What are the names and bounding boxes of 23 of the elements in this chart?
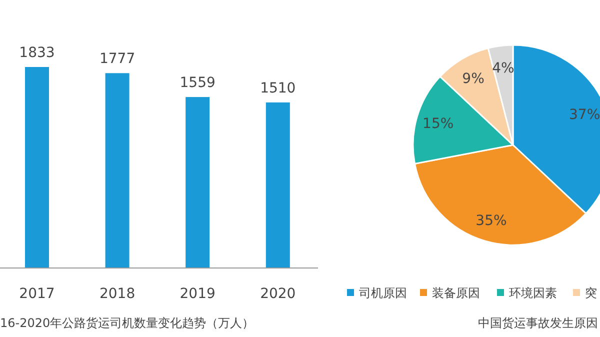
data-label: 4% <box>492 60 514 77</box>
data-label: 35% <box>476 212 507 229</box>
bar <box>25 67 49 268</box>
text: 16-2020年公路货运司机数量变化趋势（万人） <box>0 316 254 330</box>
data-label: 1510 <box>260 80 296 96</box>
data-label: 1559 <box>180 75 216 92</box>
x-tick-label: 2020 <box>260 286 296 302</box>
bar <box>266 102 290 268</box>
x-tick-label: 2019 <box>180 286 216 302</box>
bar <box>186 97 210 268</box>
legend-label: 司机原因 <box>359 286 407 300</box>
text: 中国货运事故发生原因 <box>478 316 598 330</box>
x-tick-label: 2018 <box>99 286 136 302</box>
x-tick-label: 2017 <box>19 286 55 302</box>
bar <box>105 73 130 268</box>
legend-label: 环境因素 <box>509 286 557 300</box>
data-label: 9% <box>462 70 484 87</box>
data-label: 1777 <box>99 51 136 68</box>
data-label: 1833 <box>19 45 55 61</box>
legend-label: 装备原因 <box>432 286 480 300</box>
legend-label: 突 <box>585 286 597 300</box>
data-label: 15% <box>422 116 454 132</box>
data-label: 37% <box>569 107 600 124</box>
